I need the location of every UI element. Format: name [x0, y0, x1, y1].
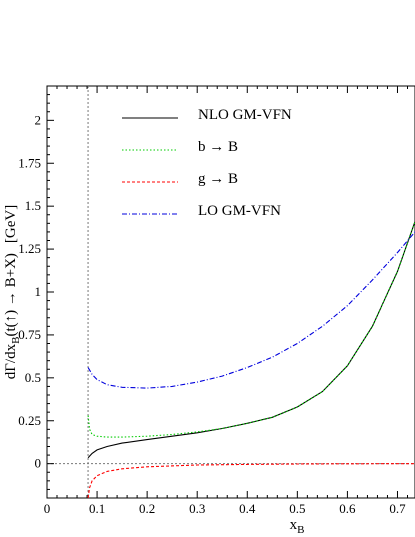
y-tick-label: 2 — [35, 112, 42, 127]
y-tick-label: 0.75 — [18, 327, 41, 342]
y-axis-label-part3: ) → B+X) — [3, 253, 19, 315]
x-tick-label: 0.6 — [339, 501, 356, 516]
y-tick-label: 0.25 — [18, 413, 41, 428]
y-axis-label-part1: dΓ/dx — [3, 343, 19, 379]
legend-label-3: LO GM-VFN — [198, 203, 281, 219]
y-axis-label-unit: [GeV] — [3, 205, 19, 243]
y-tick-label: 1.75 — [18, 155, 41, 170]
y-tick-label: 0.5 — [25, 370, 41, 385]
y-tick-label: 1 — [35, 284, 42, 299]
x-tick-label: 0.7 — [389, 501, 406, 516]
series-line-2 — [87, 463, 415, 499]
x-axis-label-main: x — [290, 517, 298, 533]
x-axis-ticks: 0 0.1 0.2 0.3 0.4 0.5 0.6 0.7 — [44, 86, 408, 516]
legend-label-0: NLO GM-VFN — [198, 107, 292, 123]
x-axis-label-subscript: B — [297, 524, 304, 536]
series-lines — [87, 221, 415, 499]
y-tick-label: 0 — [35, 456, 42, 471]
legend: NLO GM-VFN b → B g → B LO GM-VFN — [122, 107, 292, 219]
y-axis-label-symbol: ↑ — [3, 315, 19, 323]
y-tick-label: 1.25 — [18, 241, 41, 256]
x-tick-label: 0.2 — [139, 501, 155, 516]
x-tick-label: 0.3 — [189, 501, 205, 516]
x-tick-label: 0.1 — [89, 501, 105, 516]
y-tick-label: 1.5 — [25, 198, 41, 213]
series-line-3 — [87, 231, 415, 389]
x-tick-label: 0.4 — [239, 501, 256, 516]
y-axis-ticks: 0 0.25 0.5 0.75 1 1.25 1.5 1.75 2 — [18, 85, 54, 490]
series-line-1 — [87, 221, 415, 438]
x-tick-label: 0 — [44, 501, 51, 516]
y-axis-label-part2: (t( — [3, 322, 19, 336]
series-line-0 — [87, 221, 415, 459]
legend-label-2: g → B — [198, 171, 238, 187]
legend-label-1: b → B — [198, 139, 238, 155]
x-tick-label: 0.5 — [289, 501, 305, 516]
y-axis-label: dΓ/dxB(t(↑) → B+X) [GeV] — [3, 205, 22, 379]
x-axis-label: xB — [290, 517, 305, 536]
reference-lines — [47, 86, 415, 498]
y-axis-label-subscript: B — [10, 337, 22, 344]
